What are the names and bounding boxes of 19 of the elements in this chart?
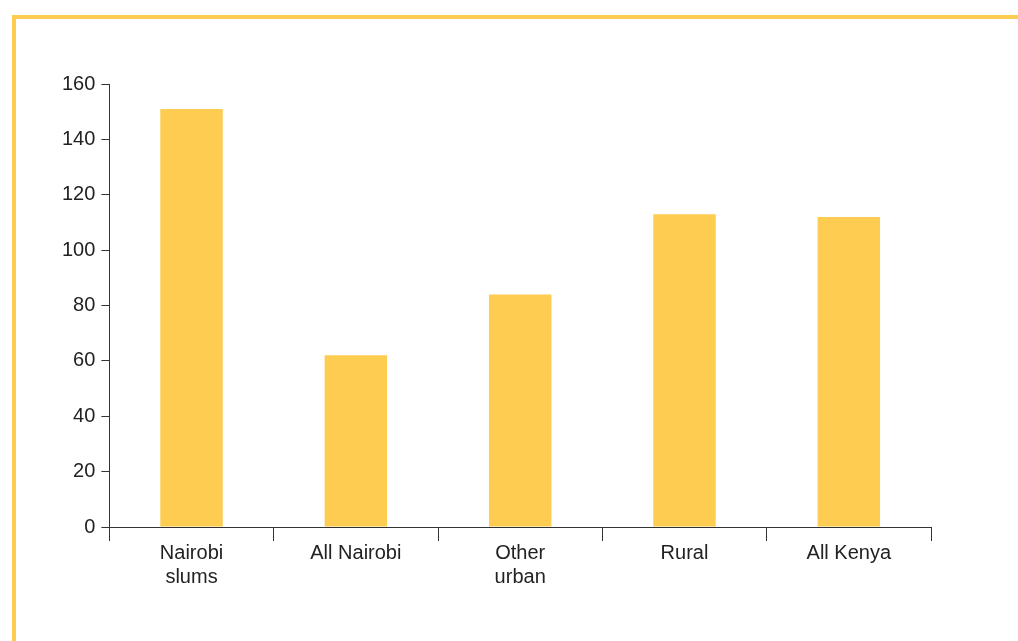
y-tick-label: 60 — [73, 348, 96, 371]
x-tick-label: Nairobi slums — [159, 540, 224, 587]
bar — [817, 216, 881, 527]
y-tick-label: 0 — [84, 514, 96, 537]
x-tick-label: All Nairobi — [310, 540, 402, 563]
bar — [488, 294, 552, 527]
y-tick-label: 20 — [73, 459, 96, 482]
y-tick-label: 160 — [61, 71, 96, 94]
y-tick-label: 100 — [61, 237, 96, 260]
x-tick-label: Rural — [660, 540, 709, 563]
y-tick-label: 40 — [73, 403, 96, 426]
y-tick-label: 120 — [61, 182, 96, 205]
bar — [160, 108, 223, 527]
bar — [653, 214, 716, 527]
x-tick-label: Other urban — [494, 540, 546, 587]
y-tick-label: 140 — [61, 126, 96, 149]
x-tick-label: All Kenya — [806, 540, 892, 563]
bar — [324, 355, 388, 527]
y-tick-label: 80 — [73, 293, 96, 316]
